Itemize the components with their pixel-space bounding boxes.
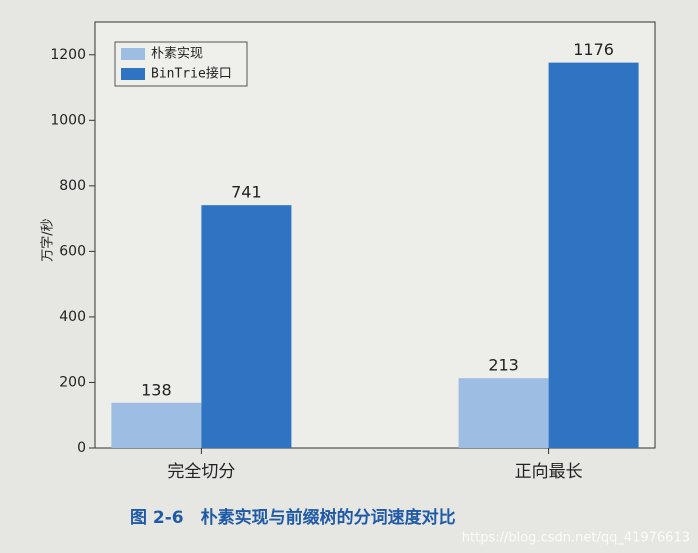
y-tick-label: 1200 [50,47,86,63]
watermark: https://blog.csdn.net/qq_41976613 [462,531,690,546]
value-label: 213 [488,356,519,375]
caption: 图 2-6 朴素实现与前缀树的分词速度对比 [130,507,456,528]
y-tick-label: 600 [59,243,86,259]
y-tick-label: 800 [59,178,86,194]
x-tick-label: 正向最长 [515,462,583,482]
legend-label: BinTrie接口 [151,66,232,82]
bar [201,205,292,448]
y-axis-label: 万字/秒 [41,218,56,261]
value-label: 741 [231,183,262,202]
bar [458,378,549,448]
value-label: 1176 [573,40,614,59]
y-tick-label: 0 [77,440,86,456]
legend-swatch [121,48,145,60]
y-tick-label: 400 [59,309,86,325]
y-tick-label: 1000 [50,112,86,128]
y-tick-label: 200 [59,374,86,390]
bar [548,62,639,448]
bar [111,402,202,448]
legend-label: 朴素实现 [151,47,203,62]
value-label: 138 [141,380,172,399]
legend-swatch [121,68,145,80]
x-tick-label: 完全切分 [167,462,235,482]
